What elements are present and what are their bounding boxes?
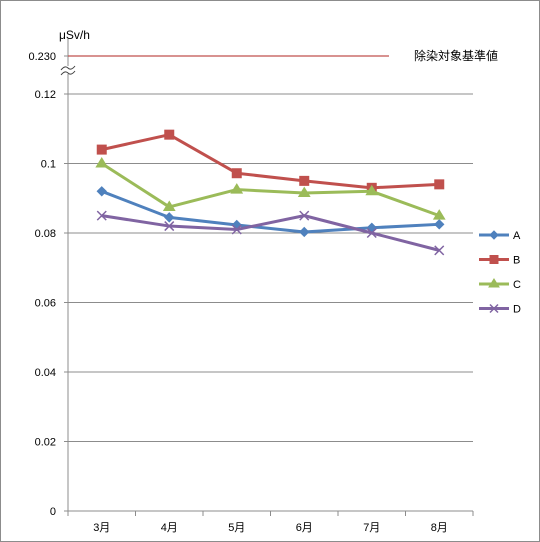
threshold-group: 0.230 除染対象基準値 (28, 48, 498, 63)
series-A (96, 186, 445, 238)
data-point (230, 183, 244, 194)
data-point (231, 168, 242, 179)
series-group (95, 129, 446, 256)
threshold-name-label: 除染対象基準値 (414, 48, 498, 63)
data-point (366, 227, 377, 239)
y-axis-break-mark (60, 65, 76, 76)
data-point (488, 278, 500, 288)
y-tick-labels: 0 0.02 0.04 0.06 0.08 0.1 0.12 (35, 89, 56, 518)
y-tick-label: 0 (50, 506, 56, 518)
y-tick-label: 0.12 (35, 89, 56, 101)
series-C (95, 157, 446, 220)
gridlines (68, 93, 473, 442)
legend: A BC D (479, 230, 521, 316)
x-tick-label: 3月 (93, 522, 110, 534)
legend-item: C (479, 278, 521, 291)
x-tick-label: 4月 (161, 522, 178, 534)
data-point (432, 209, 446, 220)
data-point (489, 255, 499, 264)
data-point (489, 303, 499, 314)
data-point (164, 221, 175, 232)
data-point (96, 144, 107, 155)
data-point (434, 245, 445, 256)
axis-break-wave-bottom (60, 70, 76, 76)
axis-break-wave-top (60, 65, 76, 71)
x-tick-labels: 3月 4月 5月 6月 7月 8月 (93, 522, 448, 534)
y-tick-label: 0.02 (35, 437, 56, 449)
y-tick-label: 0.08 (35, 228, 56, 240)
x-tick-label: 5月 (228, 522, 245, 534)
data-point (95, 157, 109, 168)
x-tick-label: 8月 (431, 522, 448, 534)
data-point (164, 129, 175, 140)
y-tick-label: 0.1 (41, 159, 56, 171)
legend-label: D (513, 304, 521, 316)
series-line (101, 133, 440, 190)
data-point (299, 210, 310, 221)
series-line (101, 189, 440, 234)
x-tick-label: 7月 (363, 522, 380, 534)
data-point (164, 212, 175, 223)
data-point (231, 224, 242, 235)
threshold-value-label: 0.230 (28, 51, 56, 63)
data-point (299, 175, 310, 186)
y-tick-label: 0.04 (35, 367, 56, 379)
axes (64, 39, 474, 516)
legend-label: B (513, 255, 520, 267)
x-tick-label: 6月 (296, 522, 313, 534)
data-point (299, 226, 310, 238)
legend-label: A (513, 230, 521, 242)
data-point (96, 186, 107, 197)
axis-break-gap (62, 66, 74, 74)
data-point (365, 184, 379, 196)
data-point (434, 219, 445, 230)
data-point (297, 186, 311, 198)
data-point (434, 179, 445, 190)
legend-item: B (479, 255, 520, 267)
legend-label: C (513, 279, 521, 291)
y-tick-label: 0.06 (35, 298, 56, 310)
series-line (101, 214, 440, 252)
series-D (96, 210, 445, 256)
data-point (96, 210, 107, 221)
legend-item: A (479, 230, 521, 242)
y-axis-unit-label: μSv/h (59, 28, 90, 42)
data-point (489, 230, 499, 240)
data-point (162, 200, 176, 211)
series-B (96, 129, 445, 193)
series-line (100, 162, 440, 218)
legend-item: D (479, 304, 521, 316)
